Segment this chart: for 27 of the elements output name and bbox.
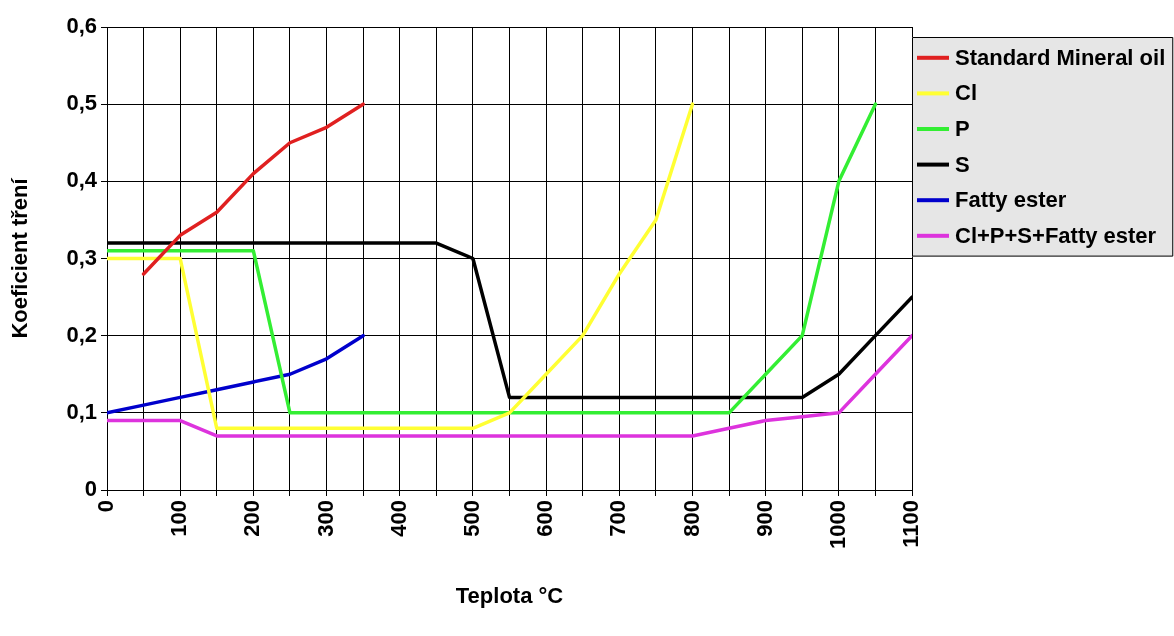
x-tick-label: 1000 <box>824 500 850 549</box>
x-tick-label: 500 <box>458 500 484 537</box>
x-tick-label: 600 <box>532 500 558 537</box>
x-tick-label: 700 <box>605 500 631 537</box>
legend-label: Fatty ester <box>955 187 1067 213</box>
y-tick-label: 0 <box>84 476 97 502</box>
y-tick-label: 0,6 <box>66 13 97 39</box>
x-tick-label: 300 <box>312 500 338 537</box>
legend-label: S <box>955 151 970 177</box>
y-axis-title: Koeficient tření <box>7 177 33 339</box>
y-tick-label: 0,2 <box>66 321 97 347</box>
legend-label: Standard Mineral oil <box>955 44 1166 70</box>
y-tick-label: 0,5 <box>66 90 97 116</box>
y-tick-label: 0,4 <box>66 167 98 193</box>
x-tick-label: 800 <box>678 500 704 537</box>
x-tick-label: 200 <box>239 500 265 537</box>
legend-label: Cl+P+S+Fatty ester <box>955 222 1157 248</box>
y-tick-label: 0,3 <box>66 244 97 270</box>
x-tick-label: 400 <box>385 500 411 537</box>
x-tick-label: 1100 <box>898 500 924 548</box>
y-tick-label: 0,1 <box>66 398 97 424</box>
legend-label: Cl <box>955 80 977 106</box>
x-tick-label: 0 <box>93 500 119 513</box>
x-tick-label: 100 <box>166 500 192 537</box>
x-axis-title: Teplota °C <box>455 582 564 608</box>
x-tick-label: 900 <box>751 500 777 537</box>
legend-label: P <box>955 116 970 142</box>
